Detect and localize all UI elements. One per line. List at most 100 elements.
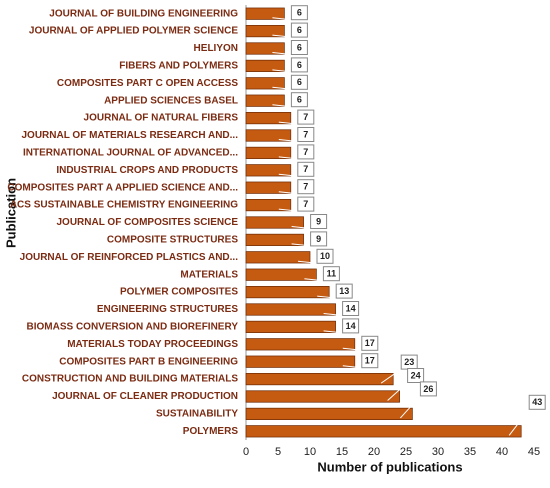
y-tick-label: COMPOSITES PART A APPLIED SCIENCE AND...: [7, 182, 238, 193]
label-box: [297, 127, 315, 142]
leader-line: [278, 156, 298, 160]
leader-line: [291, 226, 311, 229]
leader-line: [323, 313, 343, 316]
y-tick-label: POLYMER COMPOSITES: [120, 287, 238, 298]
x-axis-label: Number of publications: [317, 459, 462, 474]
value-label: 6: [297, 95, 302, 105]
leader-line: [272, 17, 292, 21]
x-tick-label: 40: [496, 446, 508, 458]
label-box: [407, 368, 425, 383]
y-tick-label: CONSTRUCTION AND BUILDING MATERIALS: [22, 374, 238, 385]
y-tick-label: JOURNAL OF CLEANER PRODUCTION: [52, 391, 238, 402]
x-tick-label: 0: [243, 446, 249, 458]
y-tick-label: JOURNAL OF MATERIALS RESEARCH AND...: [22, 130, 239, 141]
label-box: [290, 22, 308, 38]
label-box: [310, 231, 328, 247]
bar: [245, 94, 285, 107]
label-box: [290, 57, 308, 73]
y-tick-label: APPLIED SCIENCES BASEL: [104, 95, 238, 106]
bar: [245, 216, 304, 229]
bar: [245, 303, 336, 316]
y-tick-label: JOURNAL OF COMPOSITES SCIENCE: [56, 217, 238, 228]
leader-line: [508, 408, 530, 436]
value-label: 7: [303, 199, 308, 209]
value-label: 6: [297, 42, 302, 52]
label-box: [297, 109, 315, 125]
label-box: [361, 353, 379, 369]
leader-line: [278, 121, 298, 125]
leader-line: [272, 52, 292, 55]
x-tick-label: 30: [432, 446, 444, 458]
bar: [245, 286, 330, 299]
value-label: 7: [303, 129, 308, 139]
bar: [245, 233, 304, 246]
label-box: [342, 318, 360, 334]
label-box: [310, 214, 328, 229]
leader-line: [272, 104, 292, 108]
x-tick-label: 20: [368, 446, 380, 458]
y-tick-label: COMPOSITES PART C OPEN ACCESS: [57, 78, 238, 89]
y-tick-label: ACS SUSTAINABLE CHEMISTRY ENGINEERING: [10, 200, 238, 211]
bar: [245, 355, 356, 368]
x-tick-label: 45: [528, 446, 540, 458]
bar: [245, 199, 292, 212]
value-label: 7: [303, 164, 308, 174]
y-tick-label: HELIYON: [194, 43, 238, 54]
y-tick-label: INDUSTRIAL CROPS AND PRODUCTS: [56, 165, 238, 176]
bar: [245, 338, 356, 351]
value-label: 43: [532, 397, 542, 407]
y-tick-label: MATERIALS: [180, 269, 238, 280]
bar: [245, 373, 394, 386]
leader-line: [278, 191, 298, 195]
leader-line: [317, 295, 337, 299]
y-tick-label: JOURNAL OF REINFORCED PLASTICS AND...: [20, 252, 239, 263]
y-tick-label: SUSTAINABILITY: [156, 409, 238, 420]
y-tick-label: JOURNAL OF APPLIED POLYMER SCIENCE: [29, 26, 238, 37]
value-label: 6: [297, 60, 302, 70]
leader-line: [272, 86, 292, 90]
y-tick-label: POLYMERS: [183, 426, 239, 437]
y-tick-label: ENGINEERING STRUCTURES: [97, 304, 238, 315]
value-label: 24: [411, 370, 421, 380]
bar: [245, 268, 317, 281]
label-box: [528, 394, 546, 410]
label-box: [361, 335, 379, 351]
label-box: [316, 248, 334, 264]
value-label: 7: [303, 112, 308, 122]
value-label: 9: [316, 216, 321, 226]
bar: [245, 146, 292, 159]
value-label: 17: [365, 356, 375, 366]
label-box: [290, 92, 308, 108]
label-box: [335, 283, 353, 299]
bar: [245, 25, 285, 38]
y-tick-label: MATERIALS TODAY PROCEEDINGS: [67, 339, 238, 350]
y-tick-label: COMPOSITE STRUCTURES: [107, 235, 238, 246]
x-tick-label: 10: [304, 446, 316, 458]
value-label: 13: [339, 286, 349, 296]
label-box: [290, 74, 308, 90]
value-label: 14: [346, 303, 356, 313]
label-box: [290, 5, 308, 21]
bar: [245, 7, 285, 20]
leader-line: [297, 260, 318, 264]
leader-line: [400, 395, 421, 419]
bar: [245, 164, 292, 177]
bar: [245, 181, 292, 194]
leader-line: [272, 34, 292, 38]
y-tick-label: INTERNATIONAL JOURNAL OF ADVANCED...: [23, 148, 238, 159]
x-tick-label: 35: [464, 446, 476, 458]
leader-line: [380, 368, 402, 384]
leader-line: [291, 243, 311, 247]
value-label: 7: [303, 147, 308, 157]
value-label: 23: [404, 357, 414, 367]
leader-line: [278, 208, 298, 212]
bar: [245, 129, 292, 142]
label-box: [297, 179, 315, 195]
label-box: [297, 161, 315, 177]
leader-line: [304, 278, 324, 282]
value-label: 9: [316, 234, 321, 244]
leader-line: [342, 365, 362, 369]
label-box: [419, 381, 437, 397]
bar: [245, 42, 285, 55]
